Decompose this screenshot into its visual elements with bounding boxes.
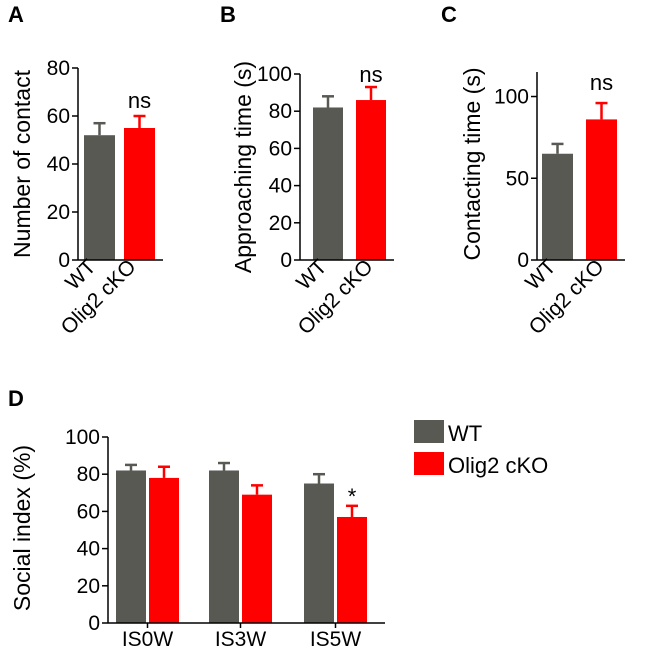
category-label: IS5W — [310, 628, 362, 651]
bar — [304, 483, 334, 623]
legend-swatch-wt — [414, 420, 444, 443]
y-axis-title: Social index (%) — [9, 445, 35, 611]
category-label: IS0W — [122, 628, 174, 651]
y-axis-title: Approaching time (s) — [230, 61, 256, 273]
y-tick-label: 0 — [58, 249, 70, 272]
y-tick-label: 50 — [506, 167, 529, 190]
y-axis-title: Number of contact — [9, 69, 35, 258]
panel-letter-d: D — [8, 386, 24, 411]
y-tick-label: 20 — [47, 201, 70, 224]
significance-label: ns — [359, 62, 382, 87]
bar — [542, 153, 573, 260]
y-tick-label: 20 — [77, 575, 100, 598]
bar — [124, 128, 155, 260]
legend-swatch-cko — [414, 452, 444, 475]
y-tick-label: 40 — [47, 153, 70, 176]
y-tick-label: 0 — [280, 249, 292, 272]
bar — [586, 119, 617, 261]
significance-label: ns — [128, 88, 151, 113]
bar — [337, 516, 367, 623]
panel-letter-c: C — [441, 2, 457, 27]
bar — [149, 477, 179, 623]
y-tick-label: 40 — [269, 175, 292, 198]
bar — [242, 494, 272, 623]
y-tick-label: 20 — [269, 212, 292, 235]
bar — [84, 135, 115, 260]
y-tick-label: 100 — [65, 426, 100, 449]
category-label: IS3W — [215, 628, 267, 651]
bar — [209, 470, 239, 623]
y-tick-label: 100 — [494, 86, 529, 109]
y-tick-label: 80 — [269, 100, 292, 123]
y-tick-label: 60 — [77, 500, 100, 523]
y-tick-label: 80 — [47, 57, 70, 80]
y-tick-label: 60 — [47, 105, 70, 128]
legend-label-wt: WT — [448, 421, 482, 446]
bar — [116, 470, 146, 623]
significance-label: ns — [590, 70, 613, 95]
y-tick-label: 100 — [257, 63, 292, 86]
significance-asterisk: * — [348, 484, 357, 509]
y-tick-label: 0 — [88, 612, 100, 635]
y-tick-label: 40 — [77, 538, 100, 561]
y-tick-label: 80 — [77, 463, 100, 486]
bar — [313, 107, 343, 260]
y-tick-label: 0 — [517, 249, 529, 272]
legend-label-cko: Olig2 cKO — [448, 453, 548, 478]
category-label: WT — [292, 255, 331, 294]
bar — [356, 100, 386, 260]
panel-letter-b: B — [220, 2, 236, 27]
y-axis-title: Contacting time (s) — [459, 67, 485, 260]
y-tick-label: 60 — [269, 137, 292, 160]
panel-letter-a: A — [8, 2, 24, 27]
